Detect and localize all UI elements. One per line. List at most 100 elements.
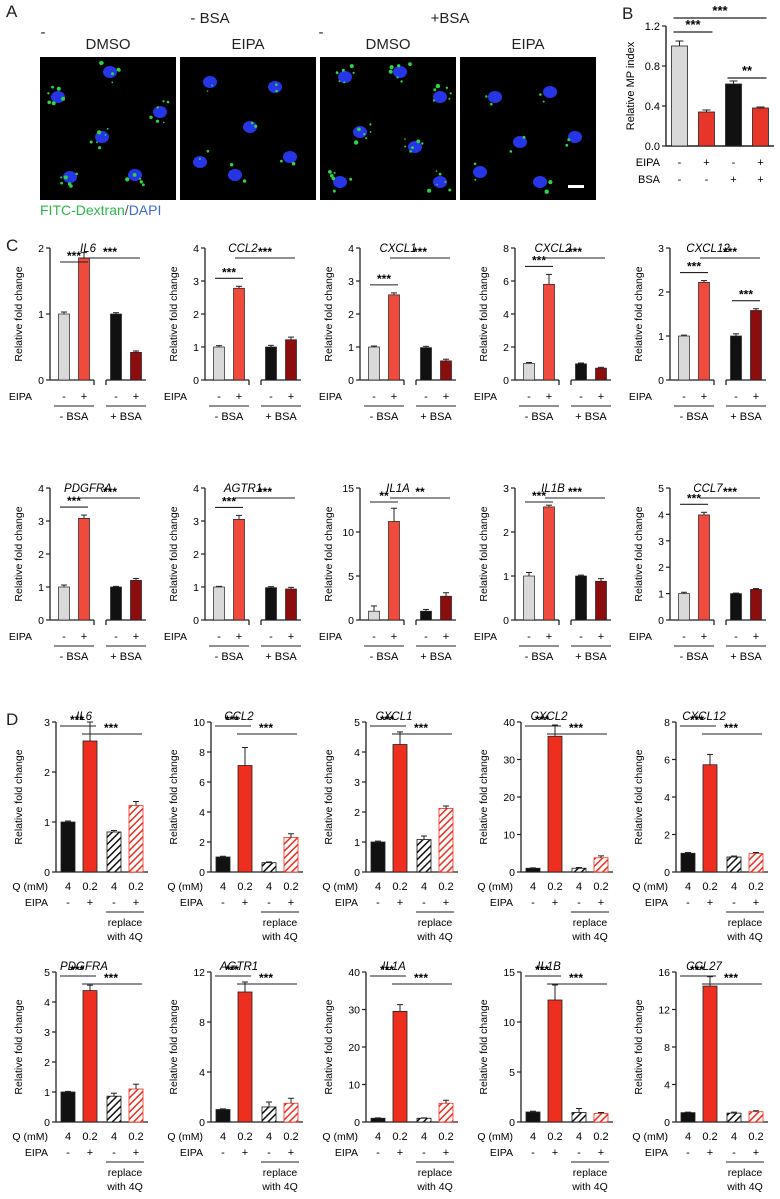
dextran-puncta xyxy=(432,99,435,102)
row-mark: - xyxy=(62,631,66,643)
dapi-nucleus xyxy=(268,81,282,93)
bar xyxy=(571,867,587,873)
q-value: 0.2 xyxy=(702,881,717,893)
dextran-puncta xyxy=(404,145,407,148)
row-label: EIPA xyxy=(164,391,187,403)
group-label: + BSA xyxy=(110,411,142,423)
dextran-puncta xyxy=(427,188,432,193)
bar xyxy=(595,367,607,381)
dextran-puncta xyxy=(363,133,366,136)
micrograph-eipa-plus-bsa xyxy=(460,57,596,200)
dextran-puncta xyxy=(389,65,394,70)
chart-title: AGTR1 xyxy=(223,483,262,495)
q-value: 4 xyxy=(65,1131,71,1143)
chart-title: CXCL1 xyxy=(379,243,416,255)
eipa-mark: + xyxy=(552,1147,558,1159)
group-label: - BSA xyxy=(370,411,399,423)
q-label: Q (mM) xyxy=(632,1131,668,1143)
y-tick-label: 2 xyxy=(44,767,50,779)
y-tick-label: 1 xyxy=(44,1087,50,1099)
group-label: + BSA xyxy=(575,411,607,423)
q-value: 0.2 xyxy=(82,1131,97,1143)
sig-stars: *** xyxy=(685,17,701,32)
group-label: - BSA xyxy=(60,411,89,423)
eipa-mark: + xyxy=(242,897,248,909)
dextran-puncta xyxy=(509,150,513,153)
group-label: + BSA xyxy=(110,651,142,663)
micrograph-svg-1 xyxy=(47,60,170,188)
chart-title: CCL2 xyxy=(224,711,254,723)
sig-stars: *** xyxy=(104,721,118,735)
eipa-label: EIPA xyxy=(645,897,668,909)
eipa-mark: - xyxy=(577,897,581,909)
y-tick-label: 3 xyxy=(503,483,509,495)
dextran-puncta xyxy=(542,100,545,103)
y-tick-label: 5 xyxy=(354,717,360,729)
dextran-puncta xyxy=(438,172,442,176)
bar xyxy=(265,587,277,621)
group-label: - BSA xyxy=(680,411,709,423)
dextran-puncta xyxy=(126,178,128,181)
y-axis-label: Relative fold change xyxy=(13,506,25,601)
eipa-mark: - xyxy=(531,897,535,909)
bar xyxy=(547,735,563,873)
dash-mark-2: - xyxy=(318,24,324,41)
y-tick-label: 1.2 xyxy=(645,21,660,33)
row-label: EIPA xyxy=(9,631,32,643)
row-label: EIPA xyxy=(164,631,187,643)
bar xyxy=(60,1091,76,1123)
replace-label: replace xyxy=(263,917,298,929)
dapi-nucleus xyxy=(338,71,352,83)
eipa-mark: - xyxy=(221,1147,225,1159)
row-mark: + xyxy=(546,391,552,403)
micrograph-svg-3 xyxy=(328,62,452,193)
group-label-minus-bsa: - BSA xyxy=(190,10,230,27)
bar xyxy=(726,1112,742,1123)
eipa-mark: + xyxy=(133,1147,139,1159)
eipa-label: EIPA xyxy=(645,1147,668,1159)
dextran-puncta xyxy=(369,123,372,126)
bar xyxy=(370,841,386,873)
y-tick-label: 4 xyxy=(199,807,205,819)
dextran-puncta xyxy=(357,127,361,132)
y-tick-label: 5 xyxy=(44,967,50,979)
bar xyxy=(237,765,253,873)
eipa-mark: + xyxy=(288,1147,294,1159)
sig-stars: *** xyxy=(568,245,582,259)
bar xyxy=(725,83,742,147)
sig-stars: *** xyxy=(712,3,728,18)
bar xyxy=(82,740,98,873)
y-tick-label: 3 xyxy=(354,777,360,789)
y-axis-label: Relative fold change xyxy=(323,506,335,601)
replace-label: replace xyxy=(573,1167,608,1179)
bar xyxy=(285,588,297,621)
bar xyxy=(671,45,688,147)
dextran-puncta xyxy=(275,89,278,93)
y-tick-label: 6 xyxy=(664,755,670,767)
sig-stars: *** xyxy=(535,713,549,727)
row-mark: + xyxy=(701,391,707,403)
row-mark: + xyxy=(443,631,449,643)
sig-stars: *** xyxy=(258,245,272,259)
dextran-puncta xyxy=(250,121,254,125)
bar xyxy=(575,575,587,621)
dextran-puncta xyxy=(98,146,102,150)
dextran-puncta xyxy=(338,80,341,83)
eipa-mark: - xyxy=(732,897,736,909)
y-tick-label: 3 xyxy=(658,536,664,548)
y-tick-label: 1 xyxy=(354,837,360,849)
q-value: 4 xyxy=(111,1131,117,1143)
y-tick-label: 16 xyxy=(658,967,670,979)
eipa-mark: - xyxy=(112,1147,116,1159)
dextran-puncta xyxy=(433,88,437,92)
row-mark: - xyxy=(424,631,428,643)
eipa-mark: + xyxy=(397,1147,403,1159)
q-label: Q (mM) xyxy=(167,881,203,893)
eipa-label: EIPA xyxy=(490,897,513,909)
q-value: 4 xyxy=(731,881,737,893)
micrograph-dmso-plus-bsa xyxy=(320,57,456,200)
row-mark: - xyxy=(678,157,682,169)
q-value: 4 xyxy=(220,1131,226,1143)
y-axis-label: Relative fold change xyxy=(168,999,180,1094)
y-tick-label: 3 xyxy=(193,516,199,528)
